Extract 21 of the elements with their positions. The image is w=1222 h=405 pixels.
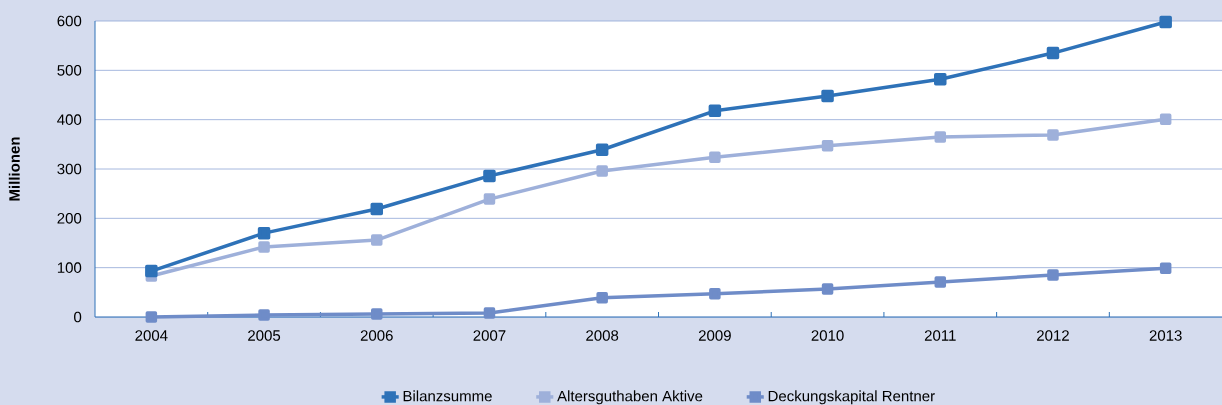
y-tick-label: 100 bbox=[57, 262, 82, 273]
x-tick-label: 2005 bbox=[248, 330, 281, 341]
y-tick-label: 600 bbox=[57, 15, 82, 27]
legend-label: Bilanzsumme bbox=[403, 390, 492, 402]
x-tick-label: 2008 bbox=[586, 330, 619, 341]
y-tick-label: 300 bbox=[57, 163, 82, 175]
x-tick-label: 2009 bbox=[698, 330, 731, 341]
y-tick-label: 400 bbox=[57, 114, 82, 125]
x-tick-label: 2013 bbox=[1149, 330, 1182, 341]
y-axis-title: Millionen bbox=[8, 137, 20, 201]
x-tick-label: 2006 bbox=[360, 330, 393, 341]
legend-label: Altersguthaben Aktive bbox=[557, 390, 703, 405]
x-tick-label: 2010 bbox=[811, 330, 844, 341]
x-tick-label: 2012 bbox=[1037, 330, 1069, 341]
y-tick-label: 0 bbox=[74, 311, 82, 323]
x-tick-label: 2007 bbox=[473, 330, 506, 341]
legend-label: Deckungskapital Rentner bbox=[768, 390, 935, 405]
y-tick-label: 200 bbox=[57, 213, 82, 224]
x-tick-label: 2004 bbox=[135, 330, 168, 341]
x-tick-label: 2011 bbox=[924, 330, 956, 341]
y-tick-label: 500 bbox=[57, 65, 82, 76]
